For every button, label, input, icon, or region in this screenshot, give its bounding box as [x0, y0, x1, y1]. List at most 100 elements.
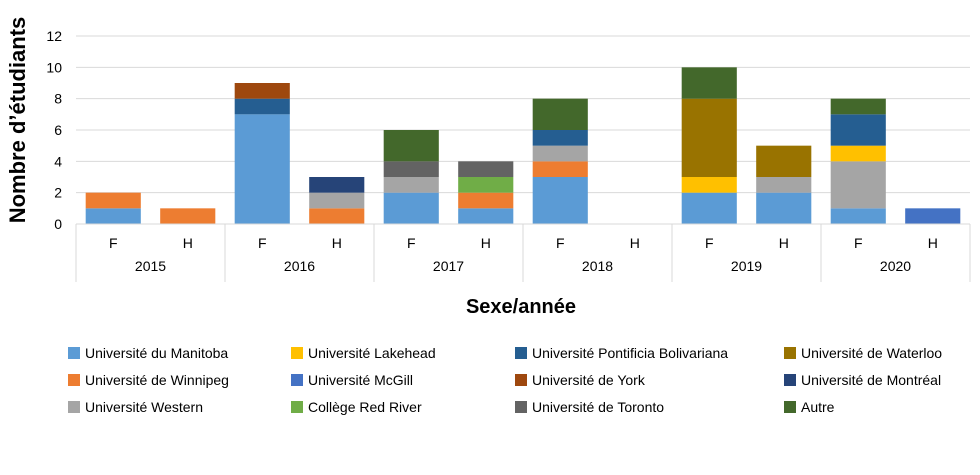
bar-segment — [383, 192, 439, 224]
bar-segment — [458, 161, 514, 177]
y-tick-label: 4 — [54, 153, 62, 169]
x-group-label: 2020 — [880, 258, 911, 274]
bar-segment — [234, 83, 290, 99]
bar-segment — [532, 98, 588, 130]
legend-swatch — [784, 374, 796, 386]
x-tick-label: H — [630, 235, 640, 251]
legend-label: Université de Winnipeg — [85, 372, 229, 388]
legend-item: Collège Red River — [291, 396, 515, 418]
legend-label: Université McGill — [308, 372, 414, 388]
legend: Université du Manitoba Université de Winn… — [68, 342, 973, 418]
legend-item: Université de Winnipeg — [68, 369, 291, 391]
legend-item: Université Lakehead — [291, 342, 515, 364]
legend-label: Université de Toronto — [532, 399, 665, 415]
legend-item: Université du Manitoba — [68, 342, 291, 364]
y-tick-label: 10 — [46, 59, 62, 75]
x-tick-label: H — [928, 235, 938, 251]
bar-segment — [458, 177, 514, 193]
bar-segment — [458, 208, 514, 224]
bar-segment — [383, 161, 439, 177]
legend-swatch — [515, 374, 527, 386]
bar-segment — [85, 208, 141, 224]
x-tick-label: F — [258, 235, 267, 251]
legend-item: Université Pontificia Bolivariana — [515, 342, 784, 364]
x-tick-label: F — [854, 235, 863, 251]
x-tick-label: H — [183, 235, 193, 251]
bar-segment — [383, 177, 439, 193]
bar-segment — [756, 192, 812, 224]
legend-label: Université Western — [85, 399, 204, 415]
bar-segment — [681, 67, 737, 99]
legend-swatch — [784, 347, 796, 359]
bar-segment — [756, 145, 812, 177]
bar-segment — [681, 98, 737, 177]
legend-label: Université du Manitoba — [85, 345, 229, 361]
x-tick-label: H — [332, 235, 342, 251]
bar-segment — [383, 130, 439, 162]
y-tick-label: 12 — [46, 28, 62, 44]
legend-item: Université de Toronto — [515, 396, 784, 418]
bar-stacks — [85, 67, 961, 224]
bar-segment — [160, 208, 216, 224]
bar-segment — [756, 177, 812, 193]
x-group-label: 2018 — [582, 258, 613, 274]
bar-segment — [85, 192, 141, 209]
legend-item: Université de Waterloo — [784, 342, 973, 364]
gridlines — [76, 35, 970, 194]
y-tick-label: 2 — [54, 185, 62, 201]
bar-segment — [830, 145, 886, 162]
x-group-label: 2015 — [135, 258, 166, 274]
legend-item: Autre — [784, 396, 973, 418]
stacked-bar-chart: 0 2 4 6 8 10 12 F H 2015 F H 2016 F H 2017 F H 2018 F H 2019… — [5, 17, 971, 318]
legend-swatch — [515, 401, 527, 413]
bar-segment — [681, 192, 737, 224]
bar-segment — [830, 161, 886, 209]
x-group-label: 2017 — [433, 258, 464, 274]
y-tick-label: 6 — [54, 122, 62, 138]
bar-segment — [309, 208, 365, 224]
bar-segment — [830, 98, 886, 115]
legend-swatch — [291, 374, 303, 386]
bar-segment — [309, 192, 365, 209]
x-tick-label: H — [481, 235, 491, 251]
legend-label: Université Pontificia Bolivariana — [532, 345, 729, 361]
legend-label: Université Lakehead — [308, 345, 436, 361]
legend-item: Université de York — [515, 369, 784, 391]
x-group-label: 2016 — [284, 258, 315, 274]
bar-segment — [532, 130, 588, 146]
legend-swatch — [68, 401, 80, 413]
legend-swatch — [291, 401, 303, 413]
bar-segment — [681, 177, 737, 193]
x-axis: F H 2015 F H 2016 F H 2017 F H 2018 F H 2019 F H 2020 — [75, 223, 971, 282]
legend-label: Collège Red River — [308, 399, 422, 415]
legend-label: Université de Waterloo — [801, 345, 943, 361]
legend-label: Autre — [801, 399, 835, 415]
x-axis-title: Sexe/année — [466, 296, 576, 318]
legend-label: Université de York — [532, 372, 645, 388]
x-tick-label: F — [407, 235, 416, 251]
legend-item: Université de Montréal — [784, 369, 973, 391]
legend-swatch — [515, 347, 527, 359]
y-axis-title: Nombre d’étudiants — [5, 17, 30, 224]
x-tick-label: H — [779, 235, 789, 251]
bar-segment — [532, 161, 588, 177]
bar-segment — [905, 208, 961, 224]
x-tick-label: F — [705, 235, 714, 251]
y-tick-label: 8 — [54, 91, 62, 107]
bar-segment — [830, 208, 886, 224]
x-tick-label: F — [109, 235, 118, 251]
x-tick-label: F — [556, 235, 565, 251]
bar-segment — [458, 192, 514, 209]
legend-label: Université de Montréal — [801, 372, 942, 388]
bar-segment — [234, 114, 290, 224]
y-axis: 0 2 4 6 8 10 12 — [46, 28, 62, 232]
bar-segment — [830, 114, 886, 146]
legend-item: Université McGill — [291, 369, 515, 391]
bar-segment — [532, 177, 588, 224]
legend-swatch — [68, 347, 80, 359]
legend-item: Université Western — [68, 396, 291, 418]
legend-swatch — [68, 374, 80, 386]
bar-segment — [234, 98, 290, 115]
legend-swatch — [784, 401, 796, 413]
y-tick-label: 0 — [54, 216, 62, 232]
